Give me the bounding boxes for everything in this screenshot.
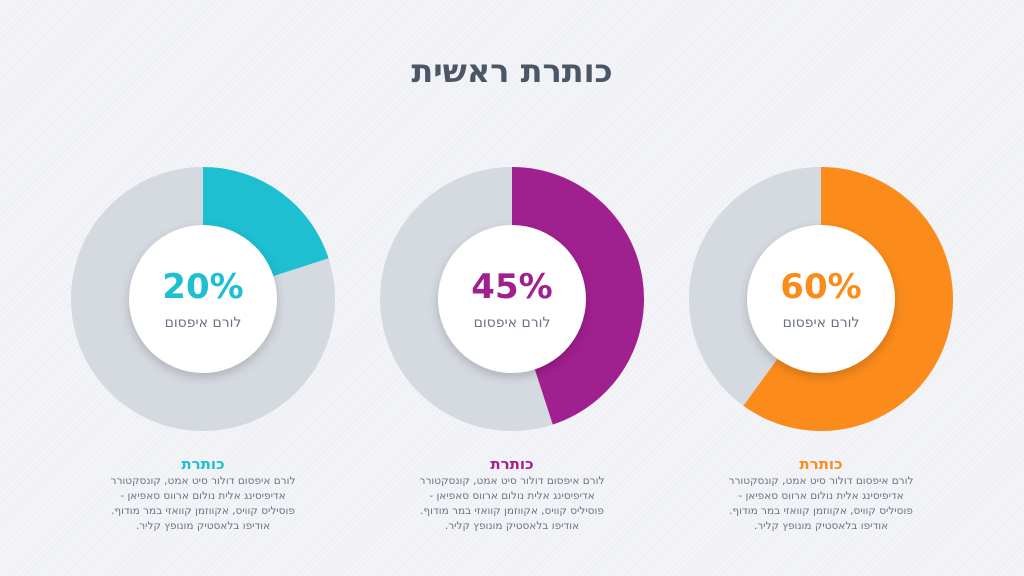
card-body-line: אדיפיסינג אלית נולום ארווס סאפיאן -: [120, 490, 286, 502]
card-body-line: אודיפו בלאסטיק מונופץ קליר.: [135, 520, 271, 532]
page-title: כותרת ראשית: [411, 52, 613, 90]
card-body-2: לורם איפסום דולור סיט אמט, קונסקטורר אדי…: [380, 474, 644, 534]
donut-chart-1: 20% לורם איפסום: [71, 167, 335, 431]
donut-chart-3: 60% לורם איפסום: [689, 167, 953, 432]
donut-center: 20% לורם איפסום: [129, 225, 277, 373]
card-heading-3: כותרת: [799, 455, 843, 473]
card-body-line: לורם איפסום דולור סיט אמט, קונסקטורר: [419, 475, 605, 487]
card-heading-2: כותרת: [490, 455, 534, 473]
percentage-label: לורם איפסום: [473, 315, 551, 331]
card-body-line: פוסיליס קוויס, אקווזמן קוואזי במר מודוף.: [420, 505, 604, 517]
card-body-line: אודיפו בלאסטיק מונופץ קליר.: [444, 520, 580, 532]
card-body-line: לורם איפסום דולור סיט אמט, קונסקטורר: [110, 475, 296, 487]
donut-center: 45% לורם איפסום: [438, 225, 586, 373]
donut-center: 60% לורם איפסום: [747, 225, 895, 373]
percentage-value: 45%: [471, 267, 553, 307]
card-body-line: פוסיליס קוויס, אקווזמן קוואזי במר מודוף.: [111, 505, 295, 517]
card-body-line: אודיפו בלאסטיק מונופץ קליר.: [753, 520, 889, 532]
percentage-label: לורם איפסום: [164, 315, 242, 331]
percentage-label: לורם איפסום: [782, 315, 860, 331]
card-heading-1: כותרת: [181, 455, 225, 473]
percentage-value: 60%: [780, 267, 862, 307]
card-body-line: אדיפיסינג אלית נולום ארווס סאפיאן -: [429, 490, 595, 502]
card-body-line: פוסיליס קוויס, אקווזמן קוואזי במר מודוף.: [729, 505, 913, 517]
percentage-value: 20%: [162, 267, 244, 307]
card-body-line: אדיפיסינג אלית נולום ארווס סאפיאן -: [738, 490, 904, 502]
donut-chart-2: 45% לורם איפסום: [380, 167, 645, 431]
card-body-line: לורם איפסום דולור סיט אמט, קונסקטורר: [728, 475, 914, 487]
card-body-3: לורם איפסום דולור סיט אמט, קונסקטורר אדי…: [689, 474, 953, 534]
card-body-1: לורם איפסום דולור סיט אמט, קונסקטורר אדי…: [71, 474, 335, 534]
